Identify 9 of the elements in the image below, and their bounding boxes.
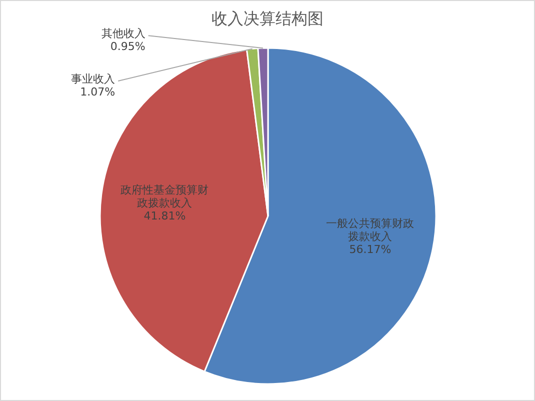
- slice-label: 事业收入: [71, 72, 116, 86]
- data-label: 56.17%: [349, 242, 392, 256]
- slice-label: 一般公共预算财政拨款收入: [326, 216, 414, 243]
- slice-label: 其他收入: [101, 26, 146, 40]
- data-label: 1.07%: [80, 85, 116, 98]
- chart-title: 收入决算结构图: [212, 9, 324, 28]
- data-label: 41.81%: [144, 209, 186, 222]
- slice-label: 政府性基金预算财政拨款收入: [120, 183, 209, 210]
- data-label: 0.95%: [110, 40, 146, 53]
